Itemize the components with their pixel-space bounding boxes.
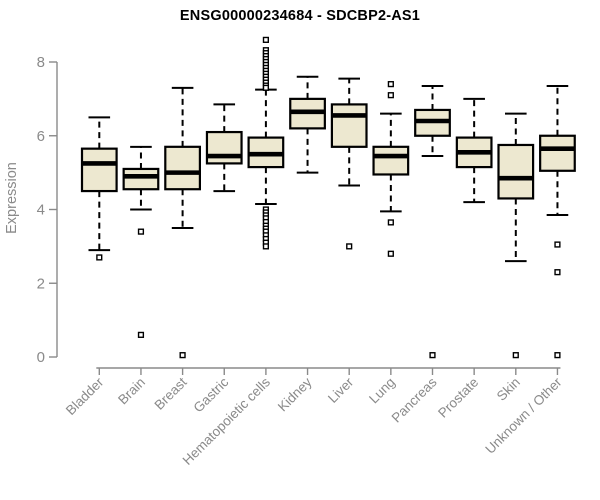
outlier-hematopoietic-cells-14 (262, 84, 270, 91)
box-lung (372, 145, 410, 176)
x-tick-label-unknown-other: Unknown / Other (482, 374, 565, 457)
x-tick-label-liver: Liver (325, 374, 357, 406)
outlier-hematopoietic-cells-0 (262, 36, 270, 43)
x-tick-label-brain: Brain (115, 375, 148, 408)
outlier-breast-0 (179, 352, 186, 359)
outlier-skin-0 (512, 352, 519, 359)
x-tick-label-kidney: Kidney (275, 374, 315, 414)
box-brain (122, 167, 160, 191)
outlier-lung-1 (387, 92, 394, 99)
outlier-unknown-other-1 (554, 269, 561, 276)
outlier-unknown-other-0 (554, 241, 561, 248)
box-skin (497, 143, 535, 200)
outlier-hematopoietic-cells-26 (262, 243, 270, 250)
x-tick-label-lung: Lung (366, 375, 398, 407)
x-tick-label-prostate: Prostate (435, 375, 481, 421)
box-breast (164, 145, 202, 191)
x-tick-label-skin: Skin (494, 375, 523, 404)
outlier-pancreas-0 (429, 352, 436, 359)
y-tick-label-2: 2 (37, 275, 45, 292)
outlier-liver-0 (346, 243, 353, 250)
box-gastric (205, 130, 243, 165)
box-liver (330, 103, 368, 148)
box-unknown-other (539, 134, 576, 172)
y-tick-label-0: 0 (37, 349, 45, 366)
y-tick-label-4: 4 (37, 202, 45, 219)
outlier-lung-0 (387, 81, 394, 88)
x-tick-label-pancreas: Pancreas (389, 374, 440, 425)
outlier-lung-2 (387, 219, 394, 226)
outlier-brain-1 (137, 331, 145, 338)
chart-title: ENSG00000234684 - SDCBP2-AS1 (179, 8, 421, 24)
outlier-brain-0 (137, 228, 145, 235)
outlier-bladder-0 (96, 254, 103, 261)
x-tick-label-bladder: Bladder (63, 374, 107, 418)
x-tick-label-gastric: Gastric (191, 374, 232, 415)
y-tick-label-6: 6 (37, 128, 45, 145)
outlier-lung-3 (387, 250, 394, 257)
box-bladder (80, 147, 118, 193)
y-tick-label-8: 8 (37, 54, 45, 71)
outlier-unknown-other-2 (554, 352, 561, 359)
x-tick-label-breast: Breast (152, 374, 190, 412)
